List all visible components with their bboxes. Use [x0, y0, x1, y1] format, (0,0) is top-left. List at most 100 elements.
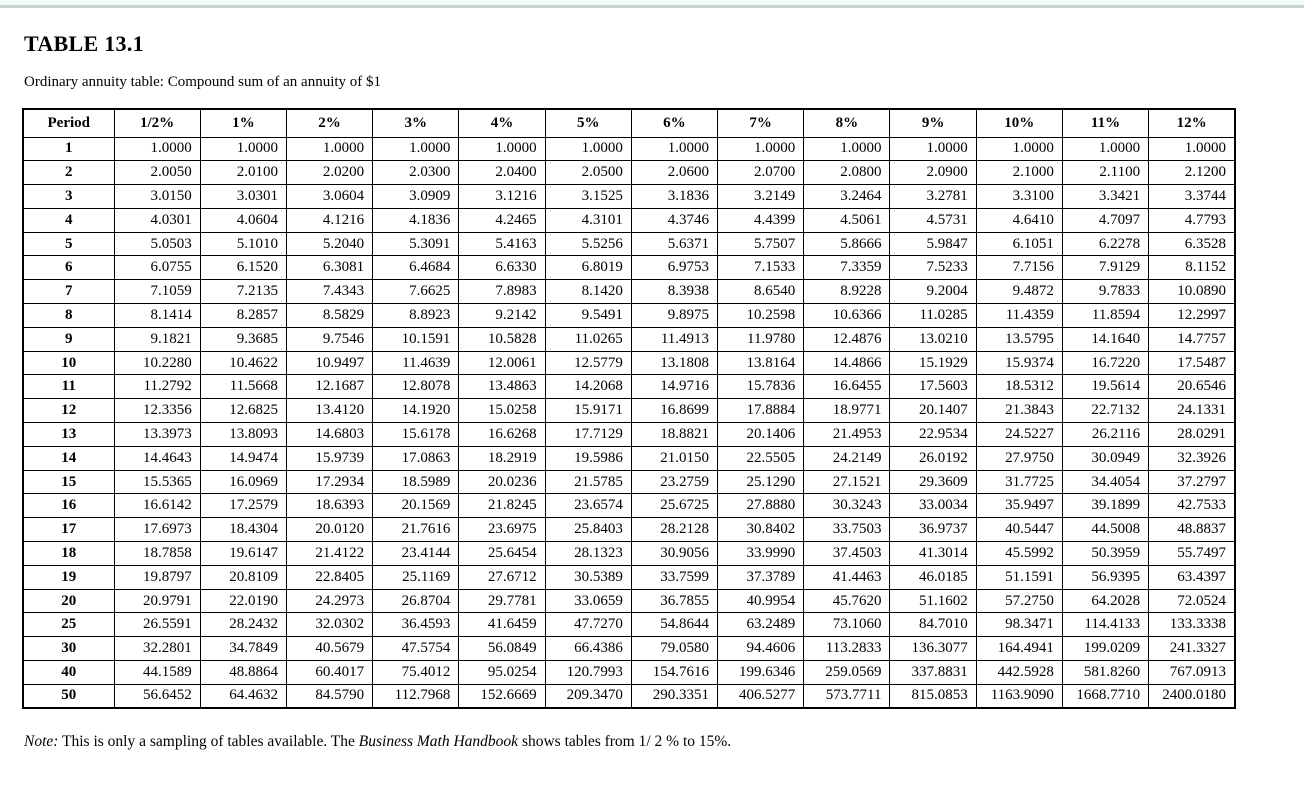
value-cell: 36.9737: [889, 517, 977, 543]
column-header: 5%: [544, 108, 632, 138]
period-cell: 50: [22, 683, 115, 709]
period-cell: 9: [22, 326, 115, 352]
value-cell: 27.1521: [803, 469, 891, 495]
value-cell: 14.1920: [372, 398, 460, 424]
value-cell: 14.6803: [285, 422, 374, 447]
period-cell: 7: [22, 279, 115, 305]
value-cell: 5.7507: [717, 231, 805, 257]
value-cell: 48.8837: [1148, 517, 1236, 543]
value-cell: 79.0580: [630, 636, 719, 662]
value-cell: 1163.9090: [975, 683, 1063, 709]
value-cell: 14.1640: [1061, 326, 1150, 352]
value-cell: 20.1407: [889, 398, 977, 424]
table-row: 17 17.6973 18.4304 20.0120 21.7616 23.6975 25.…: [22, 517, 1236, 543]
period-cell: 12: [22, 398, 115, 424]
table-row: 4 4.0301 4.0604 4.1216 4.1836 4.2465 4.3101 4.3…: [22, 207, 1236, 233]
value-cell: 13.8093: [199, 422, 287, 447]
value-cell: 6.1051: [975, 231, 1063, 257]
value-cell: 23.4144: [372, 541, 460, 566]
period-cell: 30: [22, 636, 115, 662]
table-row: 19 19.8797 20.8109 22.8405 25.1169 27.6712 30.…: [22, 564, 1236, 590]
value-cell: 73.1060: [803, 612, 891, 638]
period-cell: 4: [22, 207, 115, 233]
footnote-text-1: This is only a sampling of tables availa…: [58, 733, 359, 751]
value-cell: 40.9954: [717, 588, 805, 614]
value-cell: 3.1836: [630, 184, 719, 209]
value-cell: 4.7097: [1061, 207, 1150, 233]
value-cell: 199.0209: [1061, 636, 1150, 662]
value-cell: 767.0913: [1148, 660, 1236, 685]
value-cell: 9.4872: [975, 279, 1063, 305]
table-subtitle: Ordinary annuity table: Compound sum of …: [24, 74, 382, 90]
value-cell: 4.7793: [1148, 207, 1236, 233]
value-cell: 44.5008: [1061, 517, 1150, 543]
value-cell: 4.3101: [544, 207, 632, 233]
value-cell: 10.2598: [717, 303, 805, 328]
value-cell: 18.2919: [458, 445, 546, 471]
footnote-book-title: Business Math Handbook: [358, 733, 519, 751]
value-cell: 13.3973: [113, 422, 201, 447]
value-cell: 3.0604: [285, 184, 374, 209]
value-cell: 12.5779: [544, 350, 632, 376]
value-cell: 16.6455: [803, 374, 891, 400]
value-cell: 21.4953: [803, 422, 891, 447]
value-cell: 7.2135: [199, 279, 287, 305]
value-cell: 8.5829: [285, 303, 374, 328]
value-cell: 133.3338: [1148, 612, 1236, 638]
value-cell: 17.2579: [199, 493, 287, 519]
value-cell: 1.0000: [285, 136, 374, 162]
value-cell: 45.5992: [975, 541, 1063, 566]
value-cell: 3.0909: [372, 184, 460, 209]
value-cell: 1.0000: [372, 136, 460, 162]
value-cell: 51.1591: [975, 564, 1063, 590]
value-cell: 3.0301: [199, 184, 287, 209]
value-cell: 15.7836: [717, 374, 805, 400]
value-cell: 2.1000: [975, 160, 1063, 186]
table-row: 12 12.3356 12.6825 13.4120 14.1920 15.0258 15.…: [22, 398, 1236, 424]
value-cell: 3.1216: [458, 184, 546, 209]
period-cell: 17: [22, 517, 115, 543]
value-cell: 1.0000: [630, 136, 719, 162]
value-cell: 16.7220: [1061, 350, 1150, 376]
value-cell: 6.2278: [1061, 231, 1150, 257]
value-cell: 20.6546: [1148, 374, 1236, 400]
value-cell: 11.9780: [717, 326, 805, 352]
value-cell: 10.6366: [803, 303, 891, 328]
value-cell: 19.6147: [199, 541, 287, 566]
table-row: 14 14.4643 14.9474 15.9739 17.0863 18.2919 19.…: [22, 445, 1236, 471]
value-cell: 98.3471: [975, 612, 1063, 638]
value-cell: 4.3746: [630, 207, 719, 233]
value-cell: 8.1414: [113, 303, 201, 328]
value-cell: 4.0301: [113, 207, 201, 233]
value-cell: 17.8884: [717, 398, 805, 424]
value-cell: 9.2142: [458, 303, 546, 328]
value-cell: 3.3421: [1061, 184, 1150, 209]
value-cell: 13.5795: [975, 326, 1063, 352]
table-row: 2 2.0050 2.0100 2.0200 2.0300 2.0400 2.0500 2.0…: [22, 160, 1236, 186]
value-cell: 18.8821: [630, 422, 719, 447]
value-cell: 6.1520: [199, 255, 287, 281]
value-cell: 8.3938: [630, 279, 719, 305]
value-cell: 2.0400: [458, 160, 546, 186]
value-cell: 7.8983: [458, 279, 546, 305]
value-cell: 2.0050: [113, 160, 201, 186]
value-cell: 2.0300: [372, 160, 460, 186]
value-cell: 9.5491: [544, 303, 632, 328]
value-cell: 28.2128: [630, 517, 719, 543]
value-cell: 18.9771: [803, 398, 891, 424]
value-cell: 30.5389: [544, 564, 632, 590]
value-cell: 17.6973: [113, 517, 201, 543]
value-cell: 209.3470: [544, 683, 632, 709]
value-cell: 5.6371: [630, 231, 719, 257]
period-cell: 25: [22, 612, 115, 638]
value-cell: 28.1323: [544, 541, 632, 566]
value-cell: 54.8644: [630, 612, 719, 638]
value-cell: 1.0000: [889, 136, 977, 162]
value-cell: 45.7620: [803, 588, 891, 614]
value-cell: 8.6540: [717, 279, 805, 305]
value-cell: 42.7533: [1148, 493, 1236, 519]
period-cell: 14: [22, 445, 115, 471]
value-cell: 56.6452: [113, 683, 201, 709]
value-cell: 33.0659: [544, 588, 632, 614]
